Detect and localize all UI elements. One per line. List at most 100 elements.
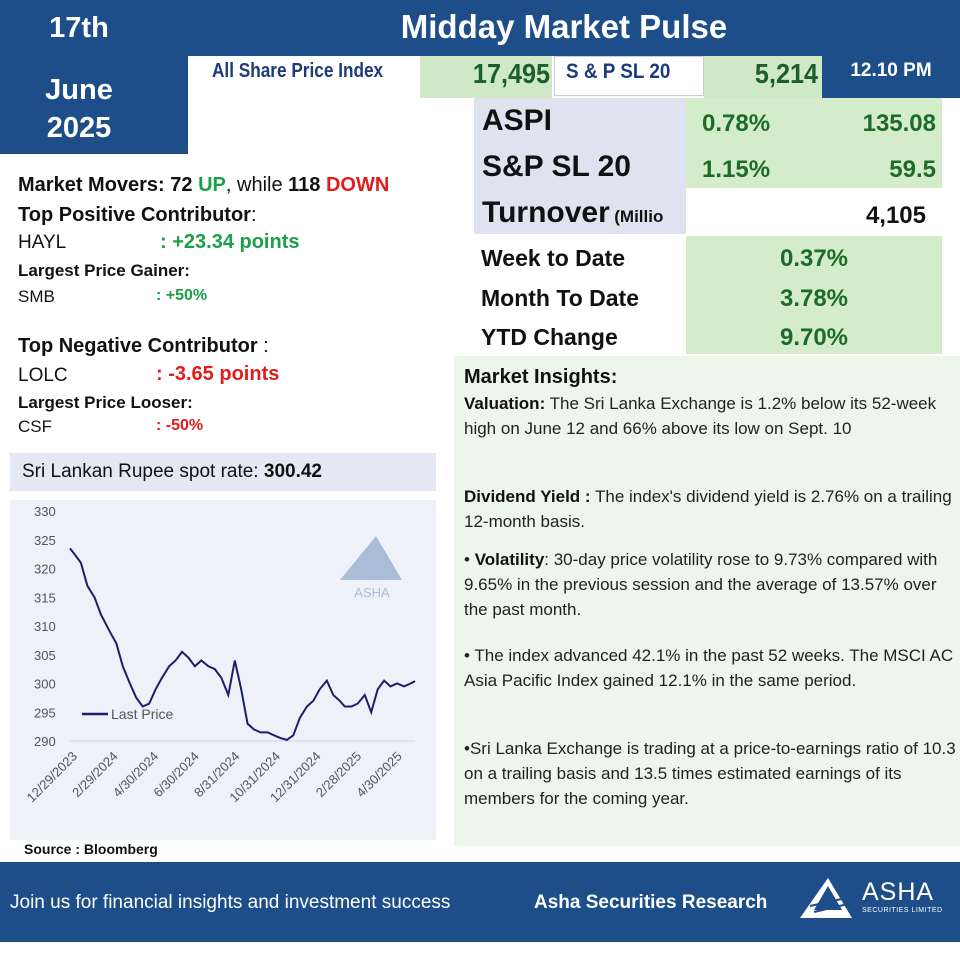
perf-ytd-label: YTD Change [481,324,618,350]
movers-down-label: DOWN [325,174,390,196]
performance-value-bg [686,236,942,354]
aspi-value-box [420,56,552,98]
page-title: Midday Market Pulse [400,8,728,45]
stat-sp-points: 59.5 [889,156,936,183]
pos-contributor-title-row: Top Positive Contributor: [18,204,257,227]
insight-dividend-label: Dividend Yield : [464,487,591,506]
stat-sp-label: S&P SL 20 [482,150,631,183]
insight-pe: •Sri Lanka Exchange is trading at a pric… [464,739,956,808]
price-chart: ASHA 290 295 300 305 310 315 320 325 330 12/29/2… [23,504,416,806]
pos-contributor-value: : +23.34 points [160,231,300,253]
asha-logo-icon [800,878,852,918]
gainer-title: Largest Price Gainer: [18,261,190,280]
insight-advance: • The index advanced 42.1% in the past 5… [464,646,954,690]
y-tick-label: 310 [34,619,56,634]
footer-logo-sub: SECURITIES LIMITED [862,907,943,914]
y-tick-label: 325 [34,533,56,548]
aspi-index-value: 17,495 [472,58,550,89]
fx-value: 300.42 [263,461,322,482]
footer-bar [0,862,960,942]
perf-mtd-value: 3.78% [779,285,849,312]
neg-contributor-colon: : [257,335,269,357]
stat-turnover-label: Turnover [482,196,610,229]
sp-index-value: 5,214 [754,58,818,89]
movers-down-count: 118 [288,174,321,196]
gainer-value: : +50% [156,287,208,304]
chart-legend: Last Price [82,706,173,722]
y-tick-label: 300 [34,677,56,692]
perf-mtd-label: Month To Date [481,285,639,311]
pos-contributor-title: Top Positive Contributor [18,204,251,226]
looser-name: CSF [18,417,52,436]
insights-title: Market Insights: [464,366,618,388]
insight-volatility-bullet: • [464,550,475,569]
report-time: 12.10 PM [850,60,932,81]
looser-value: : -50% [156,417,204,434]
sp-index-label: S & P SL 20 [566,60,671,83]
looser-title: Largest Price Looser: [18,393,193,412]
y-tick-label: 330 [34,504,56,519]
insight-valuation: Valuation: The Sri Lanka Exchange is 1.2… [464,391,956,441]
asha-watermark-logo: ASHA [340,536,402,600]
y-tick-label: 315 [34,590,56,605]
gainer-name: SMB [18,287,55,306]
legend-label: Last Price [111,706,173,722]
stats-label-bg [474,98,686,234]
pos-contributor-name: HAYL [18,232,67,253]
perf-ytd-value: 9.70% [779,324,849,351]
date-panel: 17th June 2025 [0,0,188,154]
stat-sp-pct: 1.15% [702,156,771,183]
y-tick-label: 295 [34,705,56,720]
insight-valuation-label: Valuation: [464,394,546,413]
aspi-index-label: All Share Price Index [212,60,384,82]
y-tick-label: 320 [34,562,56,577]
footer-logo-text: ASHA [862,878,935,906]
stats-value-bg [686,98,942,188]
footer-tagline: Join us for financial insights and inves… [10,892,451,913]
watermark-text: ASHA [354,585,390,600]
date-day: 17th [49,12,109,44]
footer-brand: Asha Securities Research [534,892,768,913]
last-price-line [69,547,416,741]
date-year: 2025 [46,112,112,144]
perf-wtd-label: Week to Date [481,245,626,271]
sp-value-box [704,56,822,98]
insight-volatility-text: : 30-day price volatility rose to 9.73% … [464,550,938,619]
fx-rate: Sri Lankan Rupee spot rate: 300.42 [22,461,322,483]
date-month: June [45,74,113,106]
insights-panel [454,356,960,846]
stat-turnover-label-group: Turnover (Millio [482,196,663,230]
stat-aspi-label: ASPI [482,104,553,137]
insight-dividend: Dividend Yield : The index's dividend yi… [464,484,956,534]
market-movers: Market Movers: 72 UP, while 118 DOWN [18,174,389,197]
x-tick-label: 12/29/2023 [23,749,80,806]
fx-label: Sri Lankan Rupee spot rate: [22,461,264,482]
stat-aspi-pct: 0.78% [702,110,771,137]
neg-contributor-title-row: Top Negative Contributor : [18,335,269,358]
neg-contributor-name: LOLC [18,365,68,386]
movers-up-label: UP [198,174,226,196]
title-band [188,0,960,56]
y-tick-label: 290 [34,734,56,749]
stat-turnover-unit: (Millio [614,207,664,226]
source-note: Source : Bloomberg [24,841,158,857]
movers-up-count: 72 [170,174,193,196]
turnover-value-bg [686,190,942,234]
time-band [822,56,960,98]
neg-contributor-title: Top Negative Contributor [18,335,258,357]
sp-label-box [554,56,704,96]
chart-panel: ASHA 290 295 300 305 310 315 320 325 330 12/29/2… [10,500,436,840]
movers-middle: , while [225,174,289,196]
fx-box [10,453,436,491]
pos-contributor-colon: : [250,204,257,226]
perf-wtd-value: 0.37% [779,245,849,272]
insight-valuation-text: The Sri Lanka Exchange is 1.2% below its… [464,394,937,438]
stat-aspi-points: 135.08 [862,110,936,137]
insight-dividend-text: The index's dividend yield is 2.76% on a… [464,487,952,531]
movers-prefix: Market Movers: [18,174,171,196]
y-tick-label: 305 [34,648,56,663]
watermark-triangle-icon [340,536,402,580]
insight-volatility-label: Volatility [474,550,545,569]
insight-volatility: • Volatility: 30-day price volatility ro… [464,547,956,622]
neg-contributor-value: : -3.65 points [156,363,280,385]
